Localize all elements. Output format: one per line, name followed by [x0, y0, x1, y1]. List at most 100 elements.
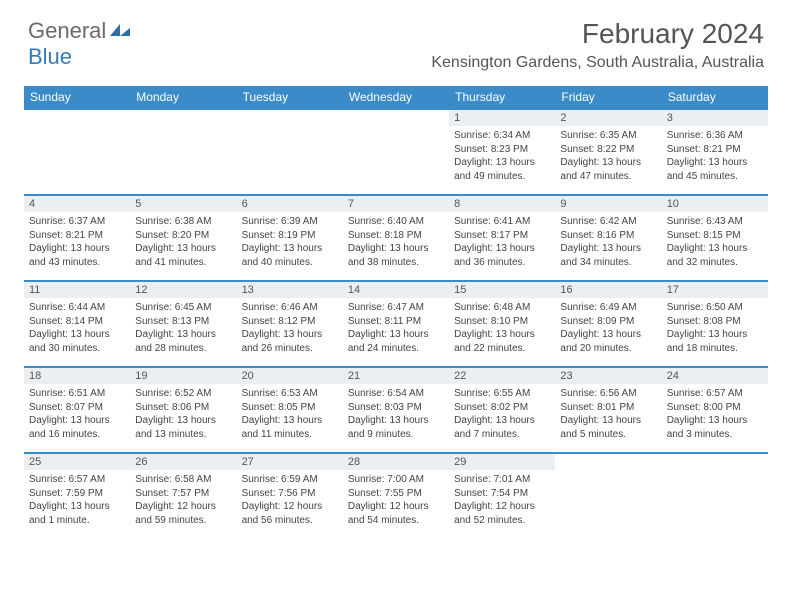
sunset-line: Sunset: 8:19 PM	[242, 229, 338, 243]
daylight-line: Daylight: 13 hours and 38 minutes.	[348, 242, 444, 269]
calendar-row: 25Sunrise: 6:57 AMSunset: 7:59 PMDayligh…	[24, 453, 768, 539]
calendar-cell: 3Sunrise: 6:36 AMSunset: 8:21 PMDaylight…	[662, 109, 768, 195]
day-number: 29	[449, 454, 555, 470]
sunset-line: Sunset: 8:05 PM	[242, 401, 338, 415]
day-number: 26	[130, 454, 236, 470]
daylight-line: Daylight: 13 hours and 43 minutes.	[29, 242, 125, 269]
day-number: 25	[24, 454, 130, 470]
sunrise-line: Sunrise: 6:46 AM	[242, 301, 338, 315]
sunset-line: Sunset: 7:56 PM	[242, 487, 338, 501]
daylight-line: Daylight: 12 hours and 59 minutes.	[135, 500, 231, 527]
sunrise-line: Sunrise: 6:40 AM	[348, 215, 444, 229]
sunrise-line: Sunrise: 6:51 AM	[29, 387, 125, 401]
calendar-cell: 16 Sunrise: 6:49 AMSunset: 8:09 PMDayligh…	[555, 281, 661, 367]
day-number-empty	[237, 110, 343, 126]
calendar-row: 4Sunrise: 6:37 AMSunset: 8:21 PMDaylight…	[24, 195, 768, 281]
sunset-line: Sunset: 8:21 PM	[29, 229, 125, 243]
calendar-cell: 29Sunrise: 7:01 AMSunset: 7:54 PMDayligh…	[449, 453, 555, 539]
day-number: 7	[343, 196, 449, 212]
sunset-line: Sunset: 8:20 PM	[135, 229, 231, 243]
day-body: Sunrise: 6:51 AMSunset: 8:07 PMDaylight:…	[24, 384, 130, 446]
daylight-line: Daylight: 13 hours and 16 minutes.	[29, 414, 125, 441]
day-body: Sunrise: 6:55 AMSunset: 8:02 PMDaylight:…	[449, 384, 555, 446]
sunset-line: Sunset: 8:17 PM	[454, 229, 550, 243]
calendar-cell: 20Sunrise: 6:53 AMSunset: 8:05 PMDayligh…	[237, 367, 343, 453]
day-body: Sunrise: 6:37 AMSunset: 8:21 PMDaylight:…	[24, 212, 130, 274]
sunset-line: Sunset: 8:07 PM	[29, 401, 125, 415]
day-number: 27	[237, 454, 343, 470]
calendar-cell: 8Sunrise: 6:41 AMSunset: 8:17 PMDaylight…	[449, 195, 555, 281]
sunrise-line: Sunrise: 6:49 AM	[560, 301, 656, 315]
day-number: 9	[555, 196, 661, 212]
sunrise-line: Sunrise: 6:37 AM	[29, 215, 125, 229]
day-number: 2	[555, 110, 661, 126]
day-number: 22	[449, 368, 555, 384]
calendar-cell: 10Sunrise: 6:43 AMSunset: 8:15 PMDayligh…	[662, 195, 768, 281]
sunrise-line: Sunrise: 6:55 AM	[454, 387, 550, 401]
sunset-line: Sunset: 8:21 PM	[667, 143, 763, 157]
daylight-line: Daylight: 13 hours and 26 minutes.	[242, 328, 338, 355]
daylight-line: Daylight: 13 hours and 20 minutes.	[560, 328, 656, 355]
sunset-line: Sunset: 7:54 PM	[454, 487, 550, 501]
sunset-line: Sunset: 8:15 PM	[667, 229, 763, 243]
day-number: 4	[24, 196, 130, 212]
day-body: Sunrise: 6:46 AMSunset: 8:12 PMDaylight:…	[237, 298, 343, 360]
calendar-cell	[662, 453, 768, 539]
calendar-cell	[130, 109, 236, 195]
calendar-cell: 24Sunrise: 6:57 AMSunset: 8:00 PMDayligh…	[662, 367, 768, 453]
sunset-line: Sunset: 8:22 PM	[560, 143, 656, 157]
calendar-cell: 5Sunrise: 6:38 AMSunset: 8:20 PMDaylight…	[130, 195, 236, 281]
sunrise-line: Sunrise: 6:54 AM	[348, 387, 444, 401]
daylight-line: Daylight: 13 hours and 34 minutes.	[560, 242, 656, 269]
day-number-empty	[130, 110, 236, 126]
day-number: 16	[555, 282, 661, 298]
day-body: Sunrise: 6:39 AMSunset: 8:19 PMDaylight:…	[237, 212, 343, 274]
sunrise-line: Sunrise: 7:01 AM	[454, 473, 550, 487]
sunset-line: Sunset: 8:03 PM	[348, 401, 444, 415]
sunset-line: Sunset: 8:23 PM	[454, 143, 550, 157]
daylight-line: Daylight: 13 hours and 1 minute.	[29, 500, 125, 527]
sunrise-line: Sunrise: 6:34 AM	[454, 129, 550, 143]
day-body: Sunrise: 6:58 AMSunset: 7:57 PMDaylight:…	[130, 470, 236, 532]
sunset-line: Sunset: 8:16 PM	[560, 229, 656, 243]
sunrise-line: Sunrise: 6:42 AM	[560, 215, 656, 229]
sunrise-line: Sunrise: 6:48 AM	[454, 301, 550, 315]
month-title: February 2024	[431, 18, 764, 50]
day-number: 21	[343, 368, 449, 384]
day-body: Sunrise: 6:48 AMSunset: 8:10 PMDaylight:…	[449, 298, 555, 360]
day-number: 18	[24, 368, 130, 384]
logo-text-blue: Blue	[28, 44, 72, 70]
calendar-cell: 23Sunrise: 6:56 AMSunset: 8:01 PMDayligh…	[555, 367, 661, 453]
day-body: Sunrise: 6:36 AMSunset: 8:21 PMDaylight:…	[662, 126, 768, 188]
day-body: Sunrise: 6:53 AMSunset: 8:05 PMDaylight:…	[237, 384, 343, 446]
daylight-line: Daylight: 13 hours and 30 minutes.	[29, 328, 125, 355]
day-number: 1	[449, 110, 555, 126]
logo-icon	[110, 18, 132, 44]
daylight-line: Daylight: 13 hours and 5 minutes.	[560, 414, 656, 441]
sunrise-line: Sunrise: 6:44 AM	[29, 301, 125, 315]
sunrise-line: Sunrise: 6:35 AM	[560, 129, 656, 143]
sunrise-line: Sunrise: 6:36 AM	[667, 129, 763, 143]
calendar-cell: 21Sunrise: 6:54 AMSunset: 8:03 PMDayligh…	[343, 367, 449, 453]
day-body: Sunrise: 6:54 AMSunset: 8:03 PMDaylight:…	[343, 384, 449, 446]
daylight-line: Daylight: 13 hours and 18 minutes.	[667, 328, 763, 355]
logo: General	[28, 18, 134, 44]
weekday-header: Tuesday	[237, 86, 343, 109]
weekday-header: Friday	[555, 86, 661, 109]
weekday-header: Thursday	[449, 86, 555, 109]
sunrise-line: Sunrise: 6:41 AM	[454, 215, 550, 229]
day-number-empty	[555, 454, 661, 470]
sunrise-line: Sunrise: 6:57 AM	[29, 473, 125, 487]
calendar-cell	[24, 109, 130, 195]
calendar-cell	[343, 109, 449, 195]
title-block: February 2024 Kensington Gardens, South …	[431, 18, 764, 72]
sunset-line: Sunset: 8:09 PM	[560, 315, 656, 329]
day-body: Sunrise: 6:34 AMSunset: 8:23 PMDaylight:…	[449, 126, 555, 188]
sunset-line: Sunset: 8:01 PM	[560, 401, 656, 415]
sunrise-line: Sunrise: 6:52 AM	[135, 387, 231, 401]
calendar-table: SundayMondayTuesdayWednesdayThursdayFrid…	[24, 86, 768, 539]
sunset-line: Sunset: 8:18 PM	[348, 229, 444, 243]
day-body: Sunrise: 7:00 AMSunset: 7:55 PMDaylight:…	[343, 470, 449, 532]
calendar-cell: 12Sunrise: 6:45 AMSunset: 8:13 PMDayligh…	[130, 281, 236, 367]
day-number: 13	[237, 282, 343, 298]
